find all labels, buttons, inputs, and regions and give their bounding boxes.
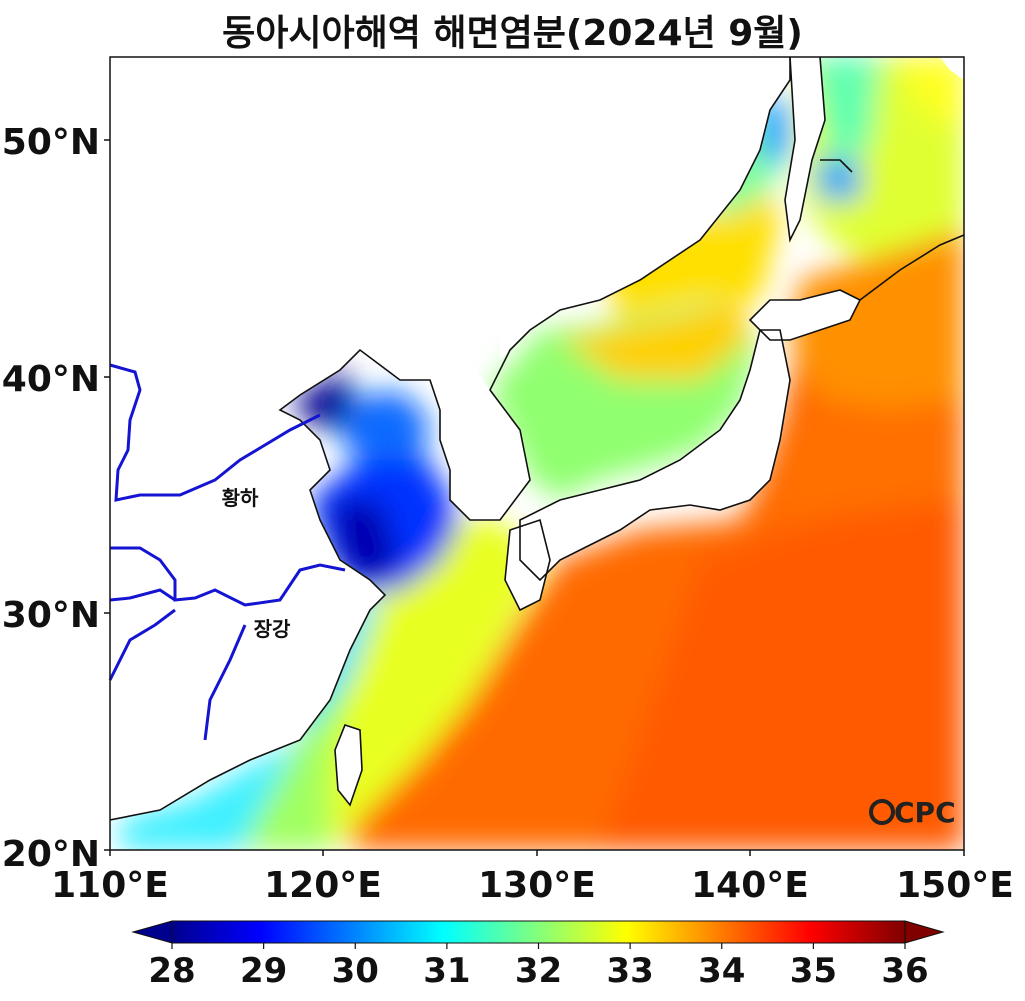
lat-tick-label: 50°N: [2, 122, 100, 163]
colorbar-tick-label: 36: [881, 951, 928, 991]
coastlines: [110, 57, 964, 821]
salinity-field: [110, 57, 964, 850]
yangtze-river-label: 장강: [254, 617, 291, 641]
colorbar: 28 29 30 31 32 33 34 35 36: [131, 920, 945, 991]
land-masks: [110, 57, 964, 820]
lon-tick-label: 110°E: [51, 865, 169, 906]
yellow-river-label: 황하: [222, 486, 259, 510]
lat-tick-label: 40°N: [2, 359, 100, 400]
lon-tick-label: 120°E: [264, 865, 382, 906]
colorbar-tick-label: 34: [698, 951, 745, 991]
lon-tick-label: 140°E: [691, 865, 809, 906]
yellow-river-line: [109, 363, 321, 502]
lat-tick-label: 20°N: [2, 834, 100, 875]
lon-axis: 110°E 120°E 130°E 140°E 150°E: [51, 850, 1014, 906]
lon-tick-label: 130°E: [478, 865, 596, 906]
colorbar-tick-label: 33: [606, 951, 653, 991]
map-title: 동아시아해역 해면염분(2024년 9월): [222, 13, 803, 54]
lon-tick-label: 150°E: [896, 865, 1014, 906]
colorbar-tick-label: 31: [423, 951, 470, 991]
colorbar-tick-label: 30: [332, 951, 379, 991]
colorbar-extend-low: [131, 920, 173, 944]
rivers: [108, 363, 346, 741]
colorbar-extend-high: [904, 920, 945, 944]
logo-text: CPC: [894, 796, 956, 829]
yangtze-river-line: [110, 546, 346, 607]
colorbar-tick-label: 32: [515, 951, 562, 991]
lat-tick-label: 30°N: [2, 595, 100, 636]
colorbar-tick-label: 35: [790, 951, 837, 991]
colorbar-bar: [171, 920, 906, 944]
cpc-logo: CPC: [869, 796, 956, 829]
lat-axis: 20°N 30°N 40°N 50°N: [2, 122, 110, 875]
colorbar-tick-label: 29: [240, 951, 287, 991]
colorbar-tick-label: 28: [148, 951, 195, 991]
